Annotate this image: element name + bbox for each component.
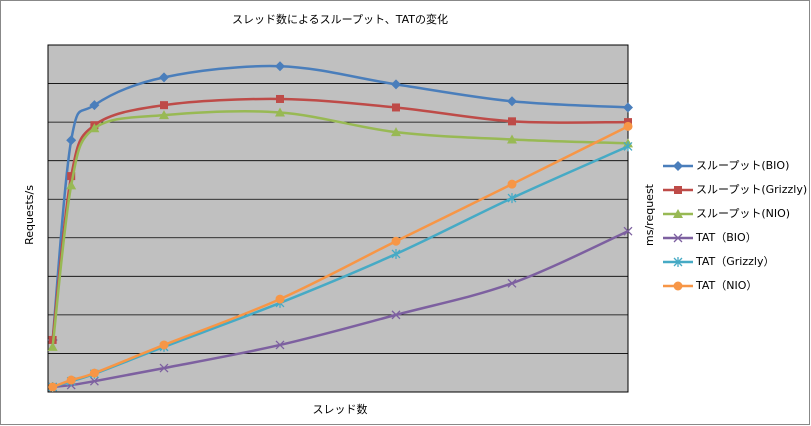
marker bbox=[89, 376, 99, 386]
marker bbox=[275, 107, 285, 117]
marker bbox=[160, 101, 168, 110]
marker bbox=[391, 127, 401, 137]
marker bbox=[391, 79, 401, 90]
marker bbox=[66, 375, 76, 385]
marker bbox=[275, 340, 285, 350]
legend-marker bbox=[674, 186, 682, 194]
marker bbox=[391, 236, 401, 246]
legend-label: TAT（BIO） bbox=[695, 231, 757, 244]
marker bbox=[275, 294, 285, 304]
marker bbox=[392, 103, 400, 112]
marker bbox=[47, 341, 58, 351]
x-axis-label: スレッド数 bbox=[313, 403, 368, 416]
marker bbox=[89, 123, 100, 133]
marker bbox=[276, 94, 284, 103]
marker bbox=[159, 72, 169, 83]
chart-title: スレッド数によるスループット、TATの変化 bbox=[232, 12, 448, 26]
legend-marker bbox=[673, 209, 683, 218]
marker bbox=[507, 96, 517, 107]
marker bbox=[89, 368, 99, 378]
legend-marker bbox=[673, 233, 683, 243]
marker bbox=[507, 193, 517, 204]
legend-label: スループット(Grizzly) bbox=[696, 183, 807, 196]
marker bbox=[67, 172, 76, 181]
marker bbox=[623, 141, 633, 152]
marker bbox=[89, 100, 100, 111]
y2-axis-label: ms/request bbox=[643, 183, 656, 246]
marker bbox=[391, 310, 401, 320]
marker bbox=[66, 180, 77, 190]
legend-marker bbox=[673, 161, 683, 171]
legend-label: TAT（Grizzly） bbox=[695, 255, 774, 268]
legend-marker bbox=[673, 257, 683, 267]
legend-marker bbox=[673, 281, 683, 291]
marker bbox=[507, 179, 517, 189]
plot-area bbox=[47, 44, 629, 393]
marker bbox=[48, 382, 58, 392]
series-line bbox=[51, 64, 629, 341]
marker bbox=[508, 117, 516, 126]
marker bbox=[623, 102, 633, 113]
y-axis-label: Requests/s bbox=[23, 185, 36, 245]
marker bbox=[623, 226, 633, 236]
marker bbox=[66, 135, 77, 146]
marker bbox=[507, 134, 517, 144]
legend-label: スループット(BIO) bbox=[696, 159, 789, 172]
marker bbox=[159, 363, 169, 373]
legend-label: TAT（NIO） bbox=[695, 279, 757, 292]
marker bbox=[623, 121, 633, 131]
marker bbox=[391, 248, 401, 259]
marker bbox=[159, 110, 169, 120]
marker bbox=[159, 340, 169, 350]
legend-label: スループット(NIO) bbox=[696, 207, 790, 220]
marker bbox=[275, 61, 285, 72]
marker bbox=[507, 278, 517, 288]
